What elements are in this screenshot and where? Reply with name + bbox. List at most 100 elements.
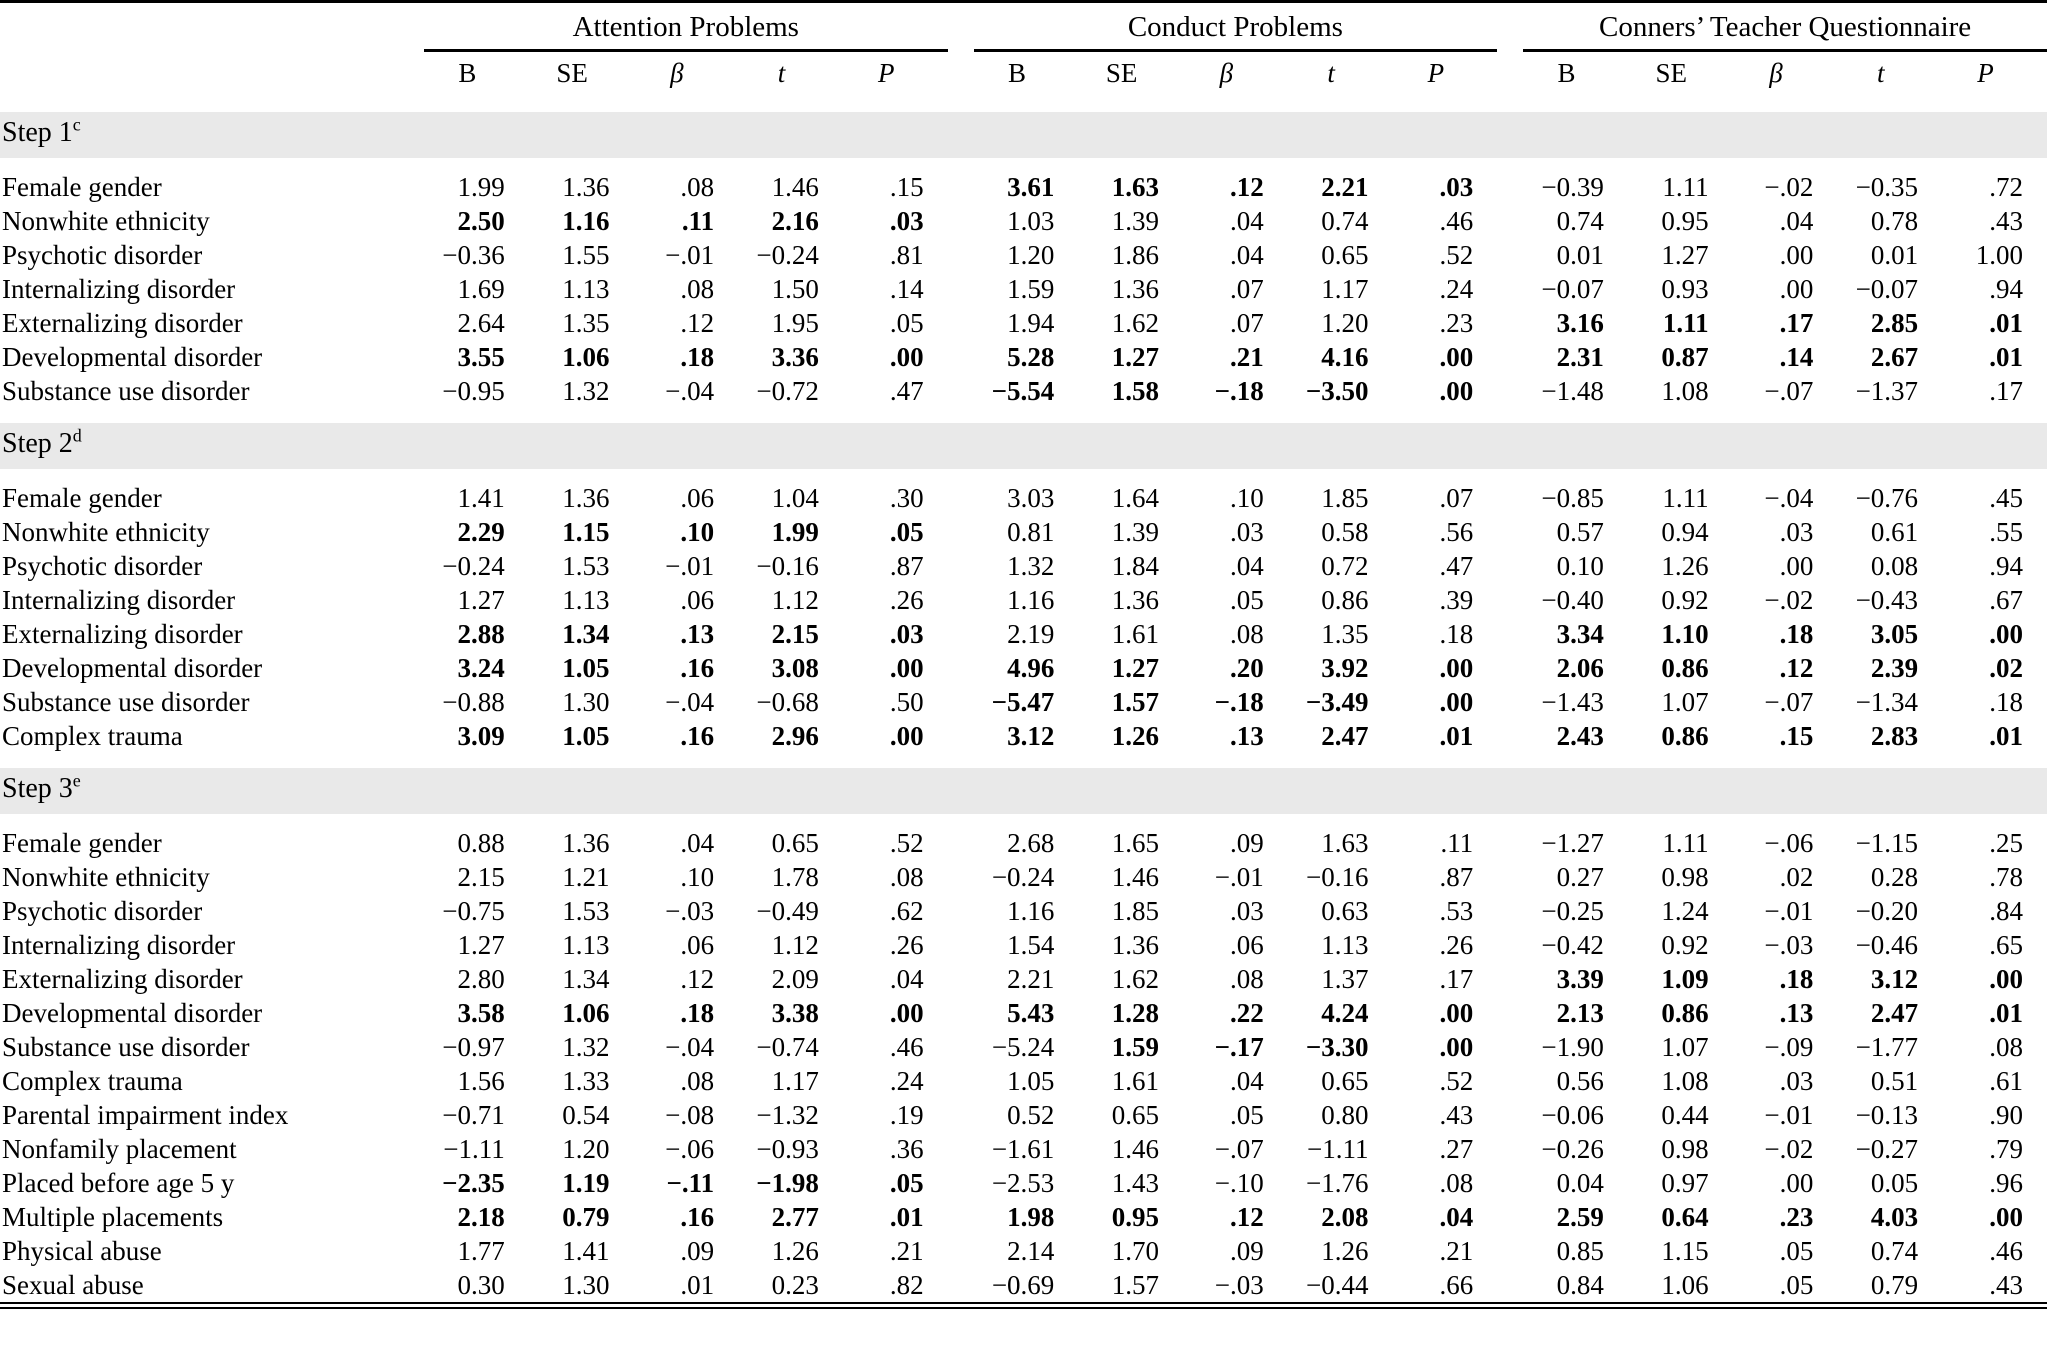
cell-value: 1.21 [562,862,610,892]
section-header-row: Step 3e [0,753,2047,826]
cell-value: 2.18 [457,1202,505,1232]
cell-value: .78 [1989,862,2023,892]
table-row: Complex trauma 3.09 1.05 .16 2.96 .00 3.12 1.26… [0,719,2047,761]
column-group-gap [948,583,974,617]
cell-value: −.03 [1764,930,1814,960]
cell-value: 1.85 [1321,483,1369,513]
cell-value: 2.67 [1870,342,1919,372]
cell-value: .20 [1230,653,1264,683]
column-group-gap [948,1166,974,1200]
cell-value: −1.48 [1541,376,1604,406]
cell-value: 3.03 [1007,483,1055,513]
cell-value: 1.54 [1007,930,1055,960]
row-label: Placed before age 5 y [2,1168,235,1198]
column-header-p-group2: P [1392,50,1498,106]
cell-value: −.07 [1764,376,1814,406]
table-row: Nonwhite ethnicity 2.15 1.21 .10 1.78 .08 −0.2… [0,860,2047,894]
column-header-b-group1: B [424,50,529,106]
cell-value: .43 [1439,1100,1474,1130]
cell-value: .87 [889,551,924,581]
table-row: Internalizing disorder 1.27 1.13 .06 1.12 .26… [0,583,2047,617]
row-label: Substance use disorder [2,687,250,717]
table-row: Placed before age 5 y −2.35 1.19 −.11 −1.98.… [0,1166,2047,1200]
cell-value: 0.65 [771,828,819,858]
cell-value: −0.20 [1855,896,1919,926]
cell-value: −.04 [665,376,715,406]
cell-value: 3.09 [457,721,505,751]
cell-value: −1.15 [1855,828,1919,858]
cell-value: .03 [1439,172,1474,202]
cell-value: .00 [1989,619,2023,649]
column-group-gap [948,894,974,928]
cell-value: 1.63 [1111,172,1160,202]
cell-value: .00 [889,998,924,1028]
cell-value: −.02 [1764,172,1814,202]
column-group-gap [1497,928,1523,962]
row-label: Substance use disorder [2,1032,250,1062]
cell-value: −2.35 [442,1168,505,1198]
cell-value: .56 [1439,517,1474,547]
cell-value: 2.29 [457,517,505,547]
cell-value: −0.97 [442,1032,505,1062]
cell-value: 1.56 [457,1066,505,1096]
row-label: Developmental disorder [2,653,263,683]
cell-value: 3.12 [1007,721,1055,751]
column-group-gap [1497,1200,1523,1234]
row-label: Substance use disorder [2,376,250,406]
cell-value: 0.74 [1321,206,1369,236]
cell-value: 1.27 [457,585,505,615]
section-header-row: Step 1c [0,97,2047,170]
cell-value: 1.12 [771,585,819,615]
cell-value: .65 [1989,930,2023,960]
cell-value: 0.64 [1661,1202,1709,1232]
column-group-gap [1497,685,1523,719]
cell-value: 1.84 [1111,551,1160,581]
column-group-gap [1497,1098,1523,1132]
cell-value: .09 [680,1236,715,1266]
cell-value: .11 [1440,828,1474,858]
cell-value: 0.79 [562,1202,610,1232]
cell-value: −.01 [665,240,715,270]
cell-value: .09 [1230,1236,1264,1266]
cell-value: 1.62 [1111,308,1160,338]
cell-value: −.03 [1214,1270,1264,1300]
row-label: Parental impairment index [2,1100,289,1130]
table-row: Sexual abuse 0.30 1.30 .01 0.23 .82 −0.69 1.57 −… [0,1268,2047,1306]
cell-value: 1.55 [562,240,610,270]
row-label: Complex trauma [2,1066,183,1096]
cell-value: 3.39 [1556,964,1604,994]
cell-value: 2.15 [771,619,819,649]
cell-value: .47 [1439,551,1474,581]
cell-value: .13 [680,619,715,649]
cell-value: 1.00 [1975,240,2023,270]
section-header-row: Step 2d [0,408,2047,481]
cell-value: 1.36 [562,828,610,858]
cell-value: .39 [1439,585,1474,615]
cell-value: 2.64 [457,308,505,338]
cell-value: .06 [1230,930,1264,960]
row-label: Female gender [2,828,162,858]
column-group-gap [948,1132,974,1166]
cell-value: 0.01 [1556,240,1604,270]
row-label: Multiple placements [2,1202,224,1232]
cell-value: .61 [1989,1066,2023,1096]
cell-value: 0.05 [1870,1168,1919,1198]
cell-value: .06 [680,483,715,513]
cell-value: 1.05 [562,721,610,751]
cell-value: .25 [1989,828,2023,858]
column-group-gap [1497,1064,1523,1098]
row-label: Externalizing disorder [2,308,243,338]
cell-value: 3.05 [1870,619,1919,649]
cell-value: 2.14 [1007,1236,1055,1266]
column-group-gap [948,860,974,894]
cell-value: 3.61 [1007,172,1055,202]
cell-value: 1.53 [562,896,610,926]
column-group-title-conduct: Conduct Problems [973,1,1498,52]
cell-value: 1.61 [1111,1066,1160,1096]
cell-value: 1.85 [1111,896,1160,926]
table-row: Developmental disorder 3.24 1.05 .16 3.08 .00… [0,651,2047,685]
cell-value: .67 [1989,585,2023,615]
column-group-gap [948,962,974,996]
cell-value: −0.72 [756,376,819,406]
row-label: Externalizing disorder [2,964,243,994]
